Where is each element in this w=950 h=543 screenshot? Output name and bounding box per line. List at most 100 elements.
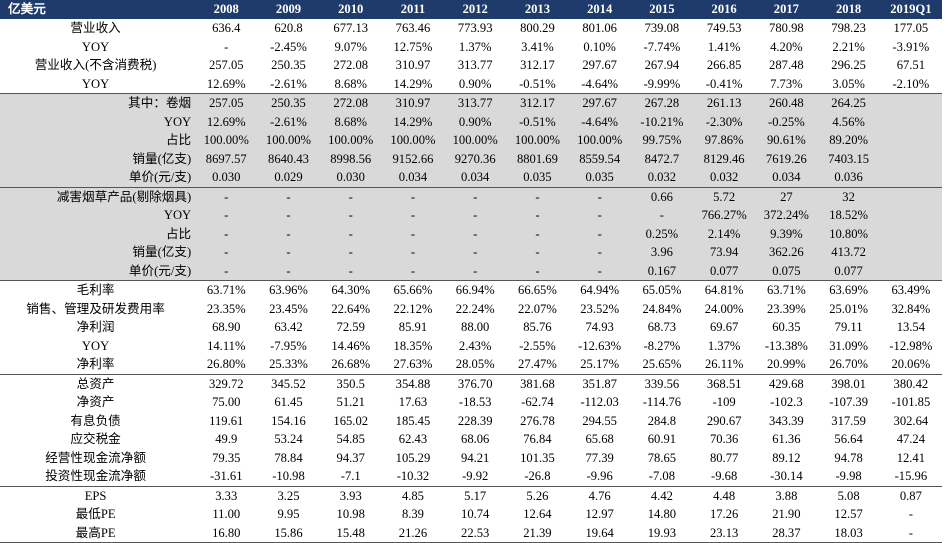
value-cell: 5.72: [693, 186, 756, 206]
value-cell: 100.00%: [568, 131, 631, 150]
value-cell: 100.00%: [319, 131, 382, 150]
value-cell: -: [195, 224, 258, 243]
value-cell: 354.88: [381, 373, 445, 393]
value-cell: 22.12%: [393, 301, 433, 316]
value-cell: 19.93: [630, 523, 694, 543]
value-cell: 5.08: [817, 485, 880, 505]
value-cell: -109: [712, 395, 736, 409]
value-cell: 63.96%: [257, 280, 320, 300]
value-cell: 25.17%: [580, 357, 620, 371]
row-label: 净资产: [76, 395, 115, 409]
value-cell: 63.71%: [755, 280, 818, 300]
value-cell: 9.07%: [334, 39, 367, 54]
row-label: 最高PE: [0, 523, 196, 543]
table-row: EPS 3.33 3.25 3.93 4.85 5.17 5.26 4.76 4.42 4.48 3…: [0, 485, 942, 505]
value-cell: 8.68%: [319, 112, 382, 131]
value-cell: 70.36: [709, 432, 739, 446]
value-cell: 0.030: [319, 168, 382, 187]
value-cell: 0.036: [817, 168, 880, 187]
row-label: 单价(元/支): [0, 261, 196, 281]
value-cell: 3.05%: [832, 76, 865, 91]
value-cell: 7.73%: [770, 76, 803, 91]
value-cell: 798.23: [831, 21, 866, 35]
value-cell: 60.91: [647, 432, 677, 446]
table-row: 销量(亿支) 8697.57 8640.43 8998.56 9152.66 9270.3…: [0, 149, 942, 168]
value-cell: 3.25: [257, 485, 320, 505]
value-cell: 20.06%: [891, 357, 931, 371]
value-cell: 3.96: [630, 243, 694, 262]
value-cell: [879, 261, 942, 281]
value-cell: 12.41: [896, 450, 926, 465]
value-cell: -: [506, 261, 569, 281]
table-row: 销售、管理及研发费用率 23.35% 23.45% 22.64% 22.12% 22.24…: [0, 300, 942, 319]
value-cell: 4.20%: [770, 39, 803, 54]
value-cell: 177.05: [893, 21, 929, 35]
value-cell: -: [506, 243, 569, 262]
value-cell: 165.02: [333, 413, 369, 428]
value-cell: 272.08: [319, 93, 382, 113]
value-cell: 7619.26: [755, 149, 818, 168]
value-cell: -2.45%: [270, 39, 307, 54]
row-label: 单价(元/支): [0, 168, 196, 187]
value-cell: 85.91: [398, 320, 428, 334]
value-cell: 0.034: [444, 168, 507, 187]
value-cell: 21.26: [381, 523, 445, 543]
value-cell: 105.29: [395, 450, 431, 465]
value-cell: 763.46: [395, 21, 431, 35]
value-cell: 185.45: [395, 413, 431, 428]
value-cell: 65.68: [585, 432, 614, 446]
row-label: 投资性现金流净额: [45, 469, 146, 483]
value-cell: 8998.56: [319, 149, 382, 168]
value-cell: -: [319, 206, 382, 225]
year-header: 2011: [381, 0, 445, 19]
value-cell: -15.96: [894, 469, 928, 483]
value-cell: 68.06: [461, 432, 490, 446]
value-cell: 22.53: [444, 523, 507, 543]
value-cell: 100.00%: [506, 131, 569, 150]
table-row: 总资产 329.72 345.52 350.5 354.88 376.70 381.68 35…: [0, 373, 942, 393]
value-cell: 8.68%: [334, 76, 367, 91]
value-cell: -12.63%: [578, 338, 622, 353]
year-header: 2018: [817, 0, 880, 19]
value-cell: 272.08: [333, 58, 369, 72]
value-cell: 100.00%: [257, 131, 320, 150]
value-cell: 61.45: [274, 395, 303, 409]
value-cell: 94.78: [834, 450, 863, 465]
value-cell: 620.8: [274, 21, 303, 35]
value-cell: 54.85: [336, 432, 365, 446]
value-cell: 11.00: [212, 507, 241, 521]
value-cell: 8640.43: [257, 149, 320, 168]
value-cell: 3.93: [319, 485, 382, 505]
value-cell: 266.85: [706, 58, 742, 72]
row-label: 营业收入: [70, 21, 121, 35]
value-cell: [879, 112, 942, 131]
table-row: YOY - - - - - - - -766.27% 372.24% 18.52%: [0, 206, 942, 225]
value-cell: 79.35: [212, 450, 241, 465]
row-label: 应交税金: [70, 432, 121, 446]
value-cell: 18.03: [817, 523, 880, 543]
value-cell: 85.76: [523, 320, 552, 334]
value-cell: -: [879, 523, 942, 543]
row-label: EPS: [0, 485, 196, 505]
value-cell: 77.39: [585, 450, 614, 465]
value-cell: 313.77: [444, 93, 507, 113]
value-cell: -: [257, 206, 320, 225]
year-header: 2016: [693, 0, 756, 19]
value-cell: 63.42: [274, 320, 303, 334]
value-cell: 20.99%: [766, 357, 806, 371]
value-cell: -: [381, 261, 445, 281]
row-label: YOY: [81, 338, 110, 353]
value-cell: -: [444, 261, 507, 281]
row-label: 最低PE: [75, 507, 116, 521]
row-label: 销售、管理及研发费用率: [26, 301, 165, 316]
value-cell: 25.33%: [269, 357, 308, 371]
table-row: 经营性现金流净额 79.35 78.84 94.37 105.29 94.21 101.35…: [0, 449, 942, 468]
value-cell: -7.08: [648, 469, 676, 483]
table-row: 营业收入 636.4 620.8 677.13 763.46 773.93 800.29 80…: [0, 19, 942, 38]
value-cell: 32: [817, 186, 880, 206]
value-cell: 5.17: [444, 485, 507, 505]
value-cell: 4.48: [693, 485, 756, 505]
value-cell: -: [568, 186, 631, 206]
value-cell: 0.035: [568, 168, 631, 187]
value-cell: 290.67: [706, 413, 742, 428]
